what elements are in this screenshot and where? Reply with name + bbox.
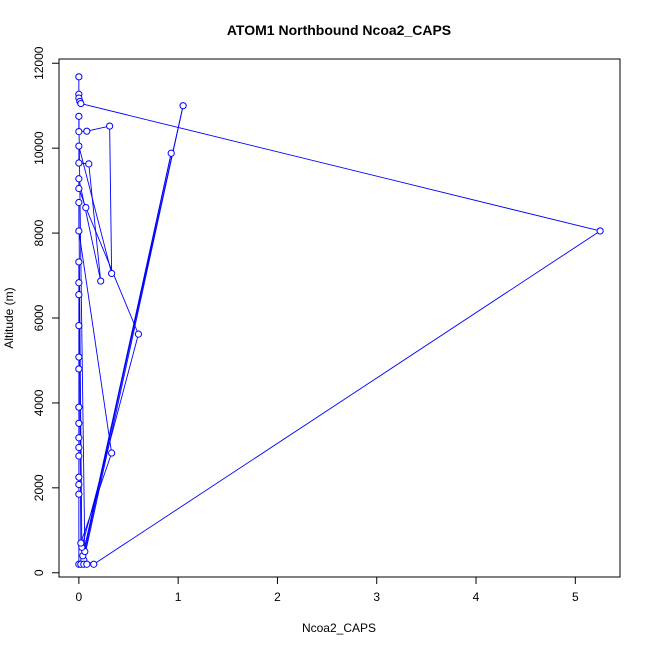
series-segment	[109, 126, 113, 274]
data-point	[75, 227, 83, 235]
data-point	[97, 277, 105, 285]
data-point	[90, 560, 98, 568]
chart-title: ATOM1 Northbound Ncoa2_CAPS	[227, 22, 451, 38]
data-point	[75, 473, 83, 481]
data-point	[75, 184, 83, 193]
data-point	[75, 142, 83, 150]
y-tick-label: 0	[32, 569, 46, 576]
data-point	[75, 198, 83, 207]
y-tick-label: 6000	[32, 304, 46, 331]
data-point	[75, 480, 83, 489]
series-segment	[78, 145, 113, 274]
x-tick-label: 1	[175, 590, 182, 604]
plot-frame	[58, 58, 621, 578]
series-segment	[80, 103, 601, 232]
data-point	[75, 353, 83, 361]
data-point	[75, 419, 83, 427]
data-point	[167, 149, 175, 157]
x-tick-label: 2	[274, 590, 281, 604]
y-tick-label: 2000	[32, 474, 46, 501]
series-segment	[78, 178, 102, 282]
data-point	[77, 539, 85, 547]
data-point	[75, 490, 83, 498]
data-point	[75, 322, 83, 330]
x-axis: 0 1 2 3 4 5	[76, 576, 579, 604]
data-point	[108, 449, 116, 457]
series-segment	[93, 230, 601, 565]
data-point	[134, 330, 143, 338]
series-layer	[75, 73, 604, 568]
data-point	[75, 258, 83, 266]
data-point	[83, 127, 91, 135]
x-axis-label: Ncoa2_CAPS	[302, 621, 376, 635]
data-point	[106, 122, 114, 130]
y-tick-label: 4000	[32, 389, 46, 416]
data-point	[75, 434, 83, 442]
y-axis: 0 2000 4000 6000 8000 10000 12000	[32, 46, 60, 576]
data-point	[596, 227, 604, 235]
data-point	[75, 365, 83, 373]
series-segment	[80, 452, 113, 544]
data-point	[82, 204, 90, 212]
series-segment	[88, 163, 102, 282]
data-point	[75, 73, 83, 81]
data-point	[108, 269, 116, 278]
data-point	[75, 128, 83, 136]
data-point	[77, 99, 85, 108]
data-point	[75, 403, 83, 411]
y-tick-label: 12000	[32, 46, 46, 80]
y-tick-label: 8000	[32, 219, 46, 246]
data-point	[75, 159, 83, 167]
data-point	[75, 452, 83, 460]
data-point	[75, 291, 83, 299]
data-point	[75, 112, 83, 120]
data-point	[75, 175, 83, 183]
x-tick-label: 3	[373, 590, 380, 604]
y-tick-label: 10000	[32, 131, 46, 165]
data-point	[85, 160, 93, 168]
series-segment	[84, 153, 172, 552]
data-point	[179, 102, 187, 110]
series-segment	[86, 125, 110, 132]
data-point	[83, 560, 91, 568]
x-tick-label: 5	[572, 590, 579, 604]
x-tick-label: 0	[76, 590, 83, 604]
x-tick-label: 4	[473, 590, 480, 604]
y-axis-label: Altitude (m)	[2, 287, 16, 348]
series-segment	[78, 230, 113, 454]
data-point	[75, 279, 83, 287]
data-point	[75, 443, 83, 452]
